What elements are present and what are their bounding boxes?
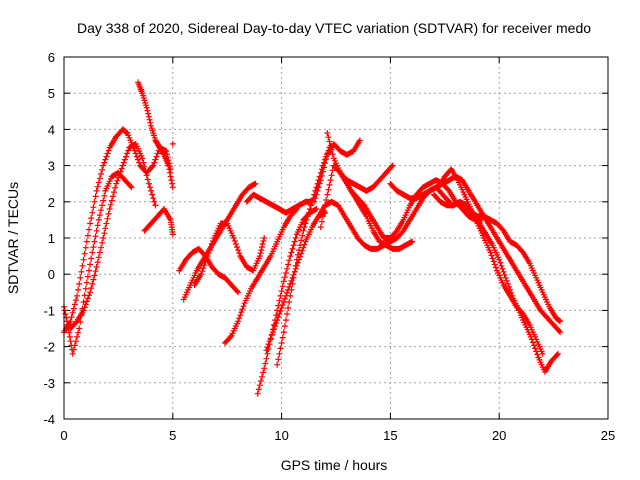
y-tick-label: 4 xyxy=(48,122,55,137)
y-tick-label: -1 xyxy=(43,303,55,318)
x-tick-label: 15 xyxy=(383,428,397,443)
marker-set xyxy=(324,130,396,194)
series-arc-11 xyxy=(222,206,300,346)
x-tick-label: 0 xyxy=(60,428,67,443)
series-arc-5 xyxy=(135,79,176,191)
series-arc-14 xyxy=(263,209,329,354)
y-tick-label: 3 xyxy=(48,159,55,174)
series-arc-18 xyxy=(324,130,396,194)
plot-frame xyxy=(63,56,609,420)
series-arc-10 xyxy=(191,220,268,289)
axis-ticks: 0 5 10 15 20 25 -4 -3 -2 -1 0 1 2 3 4 5 6 xyxy=(43,50,615,443)
series-arc-6 xyxy=(141,206,176,238)
y-tick-label: -2 xyxy=(43,340,55,355)
marker-set xyxy=(274,144,333,368)
y-tick-label: 6 xyxy=(48,50,55,65)
data-points xyxy=(61,79,564,397)
marker-set xyxy=(243,191,316,216)
marker-set xyxy=(311,137,363,205)
x-tick-label: 20 xyxy=(492,428,506,443)
marker-set xyxy=(141,206,176,238)
x-tick-label: 5 xyxy=(169,428,176,443)
series-arc-7 xyxy=(169,140,176,147)
x-tick-label: 10 xyxy=(274,428,288,443)
y-tick-label: 1 xyxy=(48,231,55,246)
series-arc-24 xyxy=(461,202,564,325)
y-axis-label: SDTVAR / TECUs xyxy=(5,182,21,294)
chart-title: Day 338 of 2020, Sidereal Day-to-day VTE… xyxy=(77,20,591,36)
series-arc-22 xyxy=(430,191,561,375)
marker-set xyxy=(430,191,561,375)
marker-set xyxy=(348,177,485,241)
y-tick-label: -3 xyxy=(43,376,55,391)
marker-set xyxy=(67,140,159,332)
marker-set xyxy=(263,209,329,354)
series-arc-20 xyxy=(348,177,485,241)
series-arc-15 xyxy=(274,144,333,368)
y-tick-label: -4 xyxy=(43,412,55,427)
series-arc-16 xyxy=(311,137,363,205)
marker-set xyxy=(191,220,268,289)
x-axis-label: GPS time / hours xyxy=(281,457,388,473)
y-tick-label: 5 xyxy=(48,86,55,101)
series-arc-4 xyxy=(67,140,159,332)
grid xyxy=(64,57,608,419)
y-tick-label: 0 xyxy=(48,267,55,282)
marker-set xyxy=(222,206,300,346)
series-arc-12 xyxy=(243,191,316,216)
x-tick-label: 25 xyxy=(601,428,615,443)
marker-set xyxy=(135,79,176,191)
y-tick-label: 2 xyxy=(48,195,55,210)
marker-set xyxy=(169,140,176,147)
marker-set xyxy=(461,202,564,325)
